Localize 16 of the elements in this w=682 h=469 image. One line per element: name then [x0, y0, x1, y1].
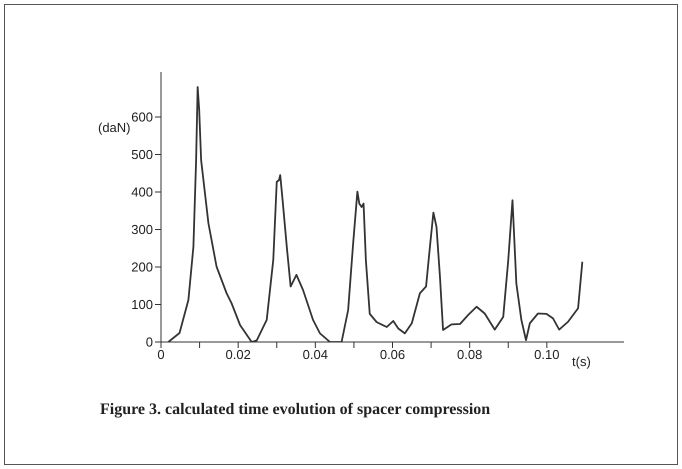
text: Figure 3. calculated time evolution of spacer compression	[100, 400, 492, 420]
y-tick-label: 600	[131, 110, 153, 125]
y-tick-label: 0	[146, 334, 153, 350]
y-tick-label: 200	[131, 260, 153, 275]
y-tick-label: 100	[131, 297, 153, 312]
x-tick-label: 0.02	[226, 347, 251, 362]
x-axis-title: t(s)	[572, 354, 591, 369]
x-tick-label: 0.04	[302, 347, 328, 362]
x-tick-label: 0.06	[380, 347, 406, 362]
y-tick-label: 300	[131, 222, 153, 238]
x-tick-label: 0.10	[534, 347, 560, 362]
x-tick-label: 0.08	[457, 347, 482, 362]
y-tick-label: 400	[131, 184, 153, 200]
y-axis-title: (daN)	[98, 120, 131, 135]
y-tick-label: 500	[131, 147, 153, 162]
x-tick-label: 0	[157, 347, 165, 362]
